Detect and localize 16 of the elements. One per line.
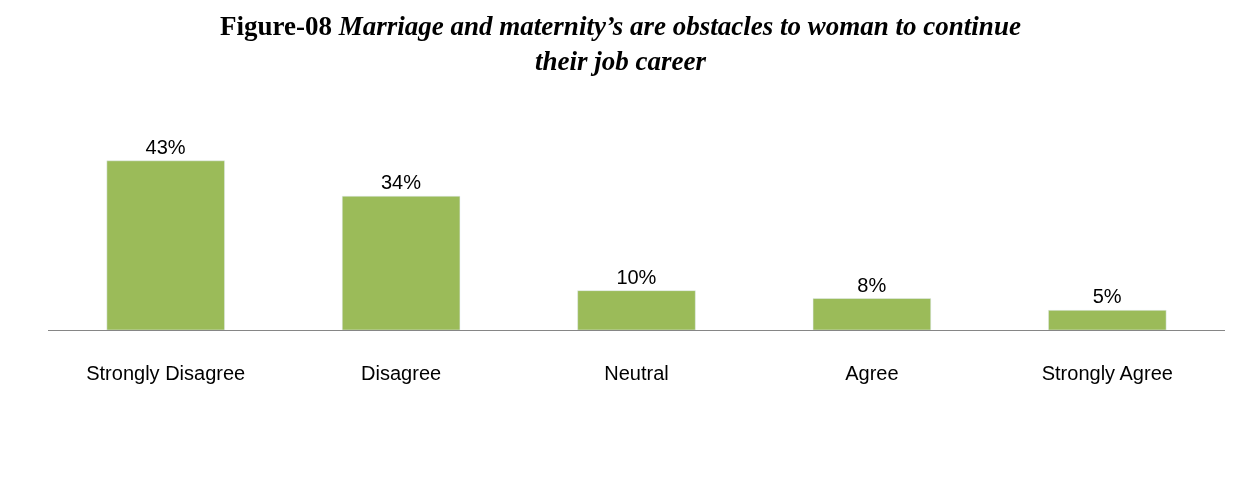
chart-title: Figure-08 Marriage and maternity’s are obstacles to woman to continue their job career [220,11,1021,77]
data-label: 34% [380,171,422,194]
bar [342,195,461,330]
x-tick-label: Neutral [604,362,669,384]
data-label: 43% [145,135,186,158]
x-tick-label: Disagree [361,362,442,384]
x-tick-label: Strongly Disagree [86,362,246,384]
bar [106,160,225,330]
data-label: 10% [616,265,657,288]
bar [1048,310,1167,330]
bar [812,298,931,330]
x-tick-label: Strongly Agree [1041,362,1173,384]
bar [577,290,696,330]
data-label: 5% [1092,285,1122,308]
x-tick-label: Agree [845,362,899,384]
data-label: 8% [857,273,887,296]
